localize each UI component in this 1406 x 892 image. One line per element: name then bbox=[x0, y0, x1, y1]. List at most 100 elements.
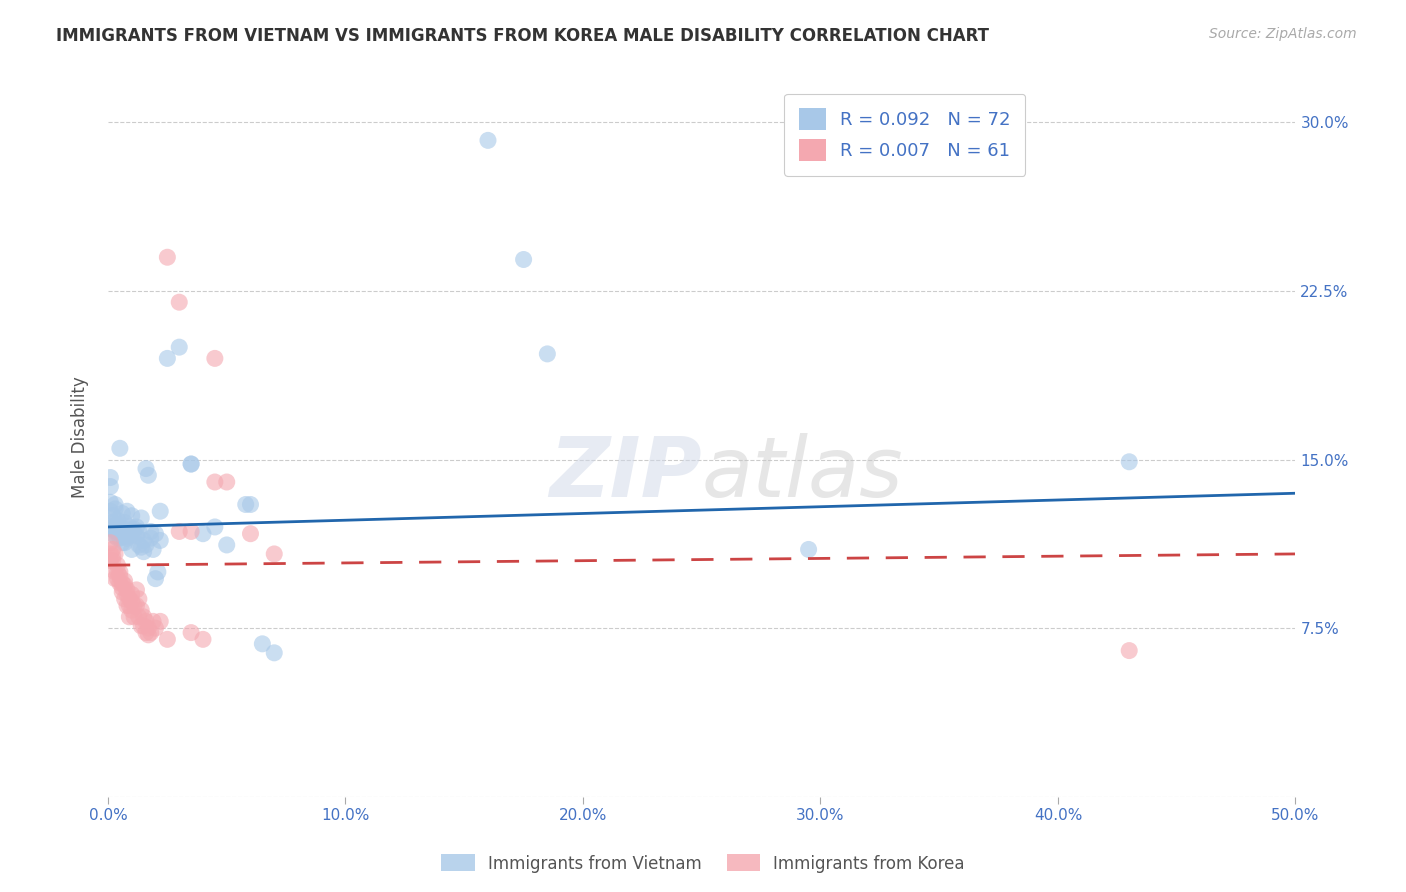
Point bbox=[104, 565, 127, 579]
Point bbox=[138, 468, 160, 483]
Point bbox=[128, 591, 150, 606]
Point bbox=[135, 538, 157, 552]
Point bbox=[128, 524, 150, 539]
Point bbox=[129, 619, 152, 633]
Point bbox=[156, 250, 179, 264]
Point bbox=[239, 526, 262, 541]
Point bbox=[108, 522, 131, 536]
Point bbox=[107, 517, 129, 532]
Point bbox=[138, 621, 160, 635]
Point bbox=[132, 544, 155, 558]
Point bbox=[108, 576, 131, 591]
Point bbox=[263, 547, 285, 561]
Text: atlas: atlas bbox=[702, 433, 903, 514]
Point bbox=[167, 340, 190, 354]
Point bbox=[101, 554, 124, 568]
Point bbox=[118, 591, 141, 606]
Point bbox=[204, 351, 226, 366]
Legend: R = 0.092   N = 72, R = 0.007   N = 61: R = 0.092 N = 72, R = 0.007 N = 61 bbox=[785, 94, 1025, 176]
Point bbox=[114, 516, 136, 530]
Point bbox=[145, 572, 167, 586]
Point bbox=[118, 610, 141, 624]
Point bbox=[142, 542, 165, 557]
Point bbox=[101, 516, 124, 530]
Point bbox=[111, 524, 134, 539]
Point bbox=[118, 526, 141, 541]
Point bbox=[129, 603, 152, 617]
Point bbox=[156, 632, 179, 647]
Point bbox=[104, 529, 127, 543]
Point bbox=[122, 526, 145, 541]
Point bbox=[108, 520, 131, 534]
Point bbox=[115, 529, 138, 543]
Point bbox=[129, 511, 152, 525]
Point bbox=[111, 576, 134, 591]
Point bbox=[98, 554, 121, 568]
Point bbox=[114, 574, 136, 588]
Point bbox=[125, 599, 148, 613]
Point bbox=[104, 498, 127, 512]
Point bbox=[132, 610, 155, 624]
Point bbox=[101, 522, 124, 536]
Point bbox=[104, 502, 127, 516]
Point bbox=[142, 615, 165, 629]
Point bbox=[149, 533, 172, 548]
Point bbox=[135, 625, 157, 640]
Y-axis label: Male Disability: Male Disability bbox=[72, 376, 89, 498]
Point bbox=[215, 538, 238, 552]
Point bbox=[180, 457, 202, 471]
Point bbox=[107, 524, 129, 539]
Point bbox=[104, 547, 127, 561]
Point bbox=[118, 520, 141, 534]
Point bbox=[111, 507, 134, 521]
Point bbox=[121, 603, 143, 617]
Point bbox=[139, 625, 162, 640]
Point bbox=[111, 585, 134, 599]
Point bbox=[167, 295, 190, 310]
Point bbox=[180, 625, 202, 640]
Point bbox=[1118, 643, 1140, 657]
Point bbox=[98, 479, 121, 493]
Point bbox=[107, 565, 129, 579]
Point bbox=[108, 531, 131, 545]
Point bbox=[108, 569, 131, 583]
Point bbox=[135, 461, 157, 475]
Text: ZIP: ZIP bbox=[550, 433, 702, 514]
Point bbox=[125, 529, 148, 543]
Point bbox=[135, 615, 157, 629]
Point bbox=[128, 610, 150, 624]
Point bbox=[121, 587, 143, 601]
Point bbox=[121, 508, 143, 523]
Point bbox=[101, 542, 124, 557]
Point bbox=[215, 475, 238, 489]
Point bbox=[204, 475, 226, 489]
Point bbox=[146, 565, 169, 579]
Point bbox=[107, 531, 129, 545]
Point bbox=[98, 470, 121, 484]
Point bbox=[145, 621, 167, 635]
Point bbox=[108, 442, 131, 456]
Point bbox=[180, 524, 202, 539]
Point bbox=[1118, 455, 1140, 469]
Point bbox=[797, 542, 820, 557]
Point bbox=[121, 542, 143, 557]
Point bbox=[252, 637, 274, 651]
Text: Source: ZipAtlas.com: Source: ZipAtlas.com bbox=[1209, 27, 1357, 41]
Point bbox=[104, 524, 127, 539]
Point bbox=[121, 524, 143, 539]
Point bbox=[122, 599, 145, 613]
Point bbox=[122, 610, 145, 624]
Point bbox=[149, 504, 172, 518]
Point bbox=[107, 513, 129, 527]
Point bbox=[98, 535, 121, 549]
Point bbox=[107, 558, 129, 573]
Point bbox=[132, 619, 155, 633]
Point bbox=[115, 582, 138, 597]
Point bbox=[114, 535, 136, 549]
Text: IMMIGRANTS FROM VIETNAM VS IMMIGRANTS FROM KOREA MALE DISABILITY CORRELATION CHA: IMMIGRANTS FROM VIETNAM VS IMMIGRANTS FR… bbox=[56, 27, 990, 45]
Point bbox=[98, 547, 121, 561]
Point bbox=[239, 498, 262, 512]
Point bbox=[114, 578, 136, 592]
Point bbox=[122, 522, 145, 536]
Point bbox=[98, 495, 121, 509]
